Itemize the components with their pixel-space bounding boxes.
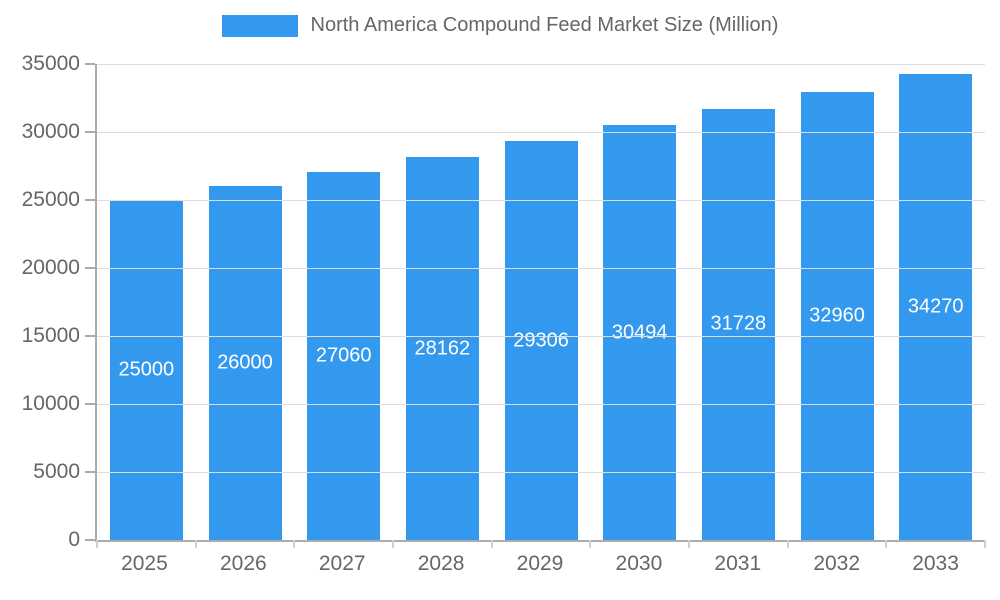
bar-value-label: 25000	[118, 358, 175, 381]
x-tick-mark	[293, 540, 296, 548]
bars-container: 25000 26000 27060 28162 29306 30494 31728 32960…	[97, 64, 985, 540]
y-tick-mark	[85, 267, 95, 269]
x-tick-mark	[392, 540, 394, 548]
bar-value-label: 28162	[414, 337, 471, 359]
bar-slot: 26000	[196, 64, 295, 540]
x-tick-label: 2031	[714, 552, 762, 575]
gridline	[97, 336, 985, 337]
x-tick-label: 2028	[417, 552, 465, 575]
y-tick-mark	[85, 63, 95, 65]
x-tick-mark	[786, 540, 789, 548]
bar-2031[interactable]: 31728	[701, 108, 775, 540]
bar-2028[interactable]: 28162	[405, 157, 479, 540]
x-tick-label: 2029	[516, 552, 564, 575]
gridline	[97, 472, 985, 473]
bar-slot: 32960	[788, 64, 887, 540]
y-axis-labels: 0 5000 10000 15000 20000 25000 30000 35000	[0, 52, 80, 551]
bar-value-label: 27060	[315, 344, 372, 367]
gridline	[97, 404, 985, 405]
y-tick-label: 10000	[21, 392, 80, 415]
x-tick-label: 2033	[912, 552, 959, 575]
y-tick-mark	[85, 335, 95, 337]
x-tick-label: 2026	[219, 552, 267, 575]
bar-2033[interactable]: 34270	[899, 73, 973, 540]
bar-slot: 28162	[393, 64, 492, 540]
bar-value-label: 32960	[809, 304, 865, 327]
x-tick-mark	[589, 540, 592, 548]
x-tick-label: 2027	[318, 552, 366, 575]
gridline	[97, 200, 985, 201]
y-tick-label: 15000	[21, 324, 80, 347]
y-tick-label: 20000	[21, 256, 80, 279]
plot-area: 25000 26000 27060 28162 29306 30494 31728 32960…	[85, 63, 986, 548]
bar-2025[interactable]: 25000	[109, 200, 183, 540]
x-tick-label: 2032	[813, 552, 861, 575]
y-tick-label: 0	[68, 528, 80, 551]
legend-swatch[interactable]	[221, 14, 298, 37]
bar-slot: 30494	[590, 64, 689, 540]
x-tick-mark	[984, 540, 986, 548]
bar-slot: 25000	[97, 64, 196, 540]
y-tick-mark	[85, 539, 95, 541]
y-tick-label: 25000	[21, 188, 80, 211]
bar-value-label: 30494	[611, 321, 668, 344]
y-tick-mark	[85, 199, 95, 201]
bar-value-label: 26000	[217, 351, 273, 374]
gridline	[97, 132, 985, 133]
legend-label: North America Compound Feed Market Size …	[310, 14, 779, 36]
y-tick-mark	[85, 403, 95, 405]
gridline	[97, 64, 985, 65]
y-tick-mark	[85, 471, 95, 473]
x-tick-mark	[490, 540, 493, 548]
bar-2029[interactable]: 29306	[504, 141, 578, 540]
y-tick-mark	[85, 131, 95, 133]
chart-legend[interactable]: North America Compound Feed Market Size …	[0, 14, 1000, 37]
y-tick-label: 5000	[33, 460, 80, 483]
bar-2030[interactable]: 30494	[603, 125, 677, 540]
bar-2027[interactable]: 27060	[307, 171, 381, 540]
y-tick-label: 35000	[21, 52, 80, 75]
bar-slot: 29306	[492, 64, 591, 540]
x-tick-label: 2025	[121, 552, 168, 575]
gridline	[97, 268, 985, 269]
bar-value-label: 29306	[513, 329, 569, 352]
bar-slot: 27060	[294, 64, 393, 540]
bar-value-label: 34270	[907, 295, 964, 318]
x-tick-mark	[688, 540, 690, 548]
x-axis-labels: 2025 2026 2027 2028 2029 2030 2031 2032 2033	[95, 552, 985, 576]
bar-value-label: 31728	[710, 312, 767, 335]
x-tick-mark	[96, 540, 98, 548]
bar-2026[interactable]: 26000	[208, 186, 282, 540]
bar-slot: 31728	[689, 64, 788, 540]
x-tick-mark	[194, 540, 197, 548]
x-tick-label: 2030	[615, 552, 663, 575]
bar-2032[interactable]: 32960	[800, 91, 874, 540]
bar-slot: 34270	[886, 64, 985, 540]
y-tick-label: 30000	[21, 120, 80, 143]
x-tick-mark	[885, 540, 888, 548]
